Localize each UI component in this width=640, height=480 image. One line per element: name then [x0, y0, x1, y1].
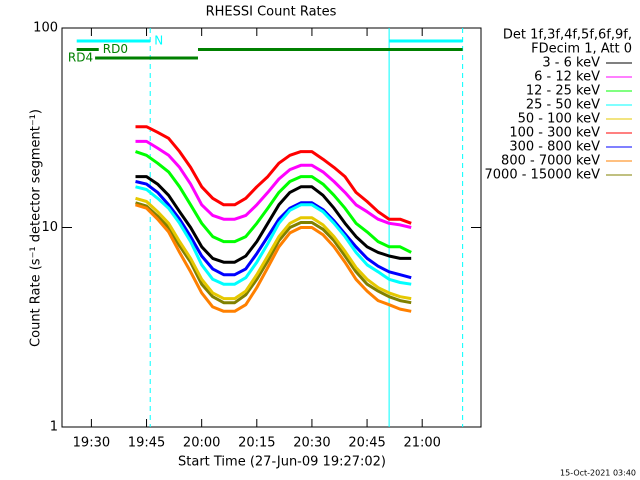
x-tick-label: 20:30 [293, 436, 330, 451]
legend-label: 7000 - 15000 keV [485, 168, 601, 183]
series-line [135, 150, 412, 254]
chart-title: RHESSI Count Rates [206, 5, 337, 20]
series-line [135, 201, 412, 305]
x-tick-label: 20:45 [348, 436, 385, 451]
x-tick-label: 21:00 [403, 436, 440, 451]
series-line [135, 125, 412, 225]
legend-label: 25 - 50 keV [526, 98, 600, 113]
x-tick-label: 20:15 [238, 436, 275, 451]
x-tick-label: 20:00 [183, 436, 220, 451]
plot-frame [61, 27, 482, 428]
legend-label: 50 - 100 keV [518, 112, 601, 127]
series-line [135, 203, 412, 313]
x-tick-label: 19:30 [73, 436, 110, 451]
legend-label: 100 - 300 keV [509, 126, 600, 141]
legend-label: 300 - 800 keV [509, 140, 600, 155]
x-tick-label: 19:45 [128, 436, 165, 451]
series-line [135, 196, 412, 301]
y-axis-label: Count Rate (s⁻¹ detector segment⁻¹) [29, 109, 44, 347]
flag-label: RD0 [103, 42, 128, 56]
series-line [135, 180, 412, 280]
legend-label: 6 - 12 keV [534, 70, 600, 85]
legend-label: 12 - 25 keV [526, 84, 600, 99]
legend-header: FDecim 1, Att 0 [531, 42, 632, 57]
series-line [135, 139, 412, 229]
legend-label: 800 - 7000 keV [501, 154, 600, 169]
flag-label: N [154, 34, 163, 48]
series-line [135, 175, 412, 264]
flag-label: RD4 [68, 51, 93, 65]
legend-label: 3 - 6 keV [542, 56, 600, 71]
x-axis-label: Start Time (27-Jun-09 19:27:02) [178, 455, 386, 470]
y-tick-label: 10 [41, 220, 58, 235]
legend-header: Det 1f,3f,4f,5f,6f,9f, [503, 28, 632, 43]
footer: 15-Oct-2021 03:40 [560, 469, 636, 478]
series-line [135, 185, 412, 286]
y-tick-label: 1 [50, 420, 58, 435]
y-tick-label: 100 [33, 21, 58, 36]
